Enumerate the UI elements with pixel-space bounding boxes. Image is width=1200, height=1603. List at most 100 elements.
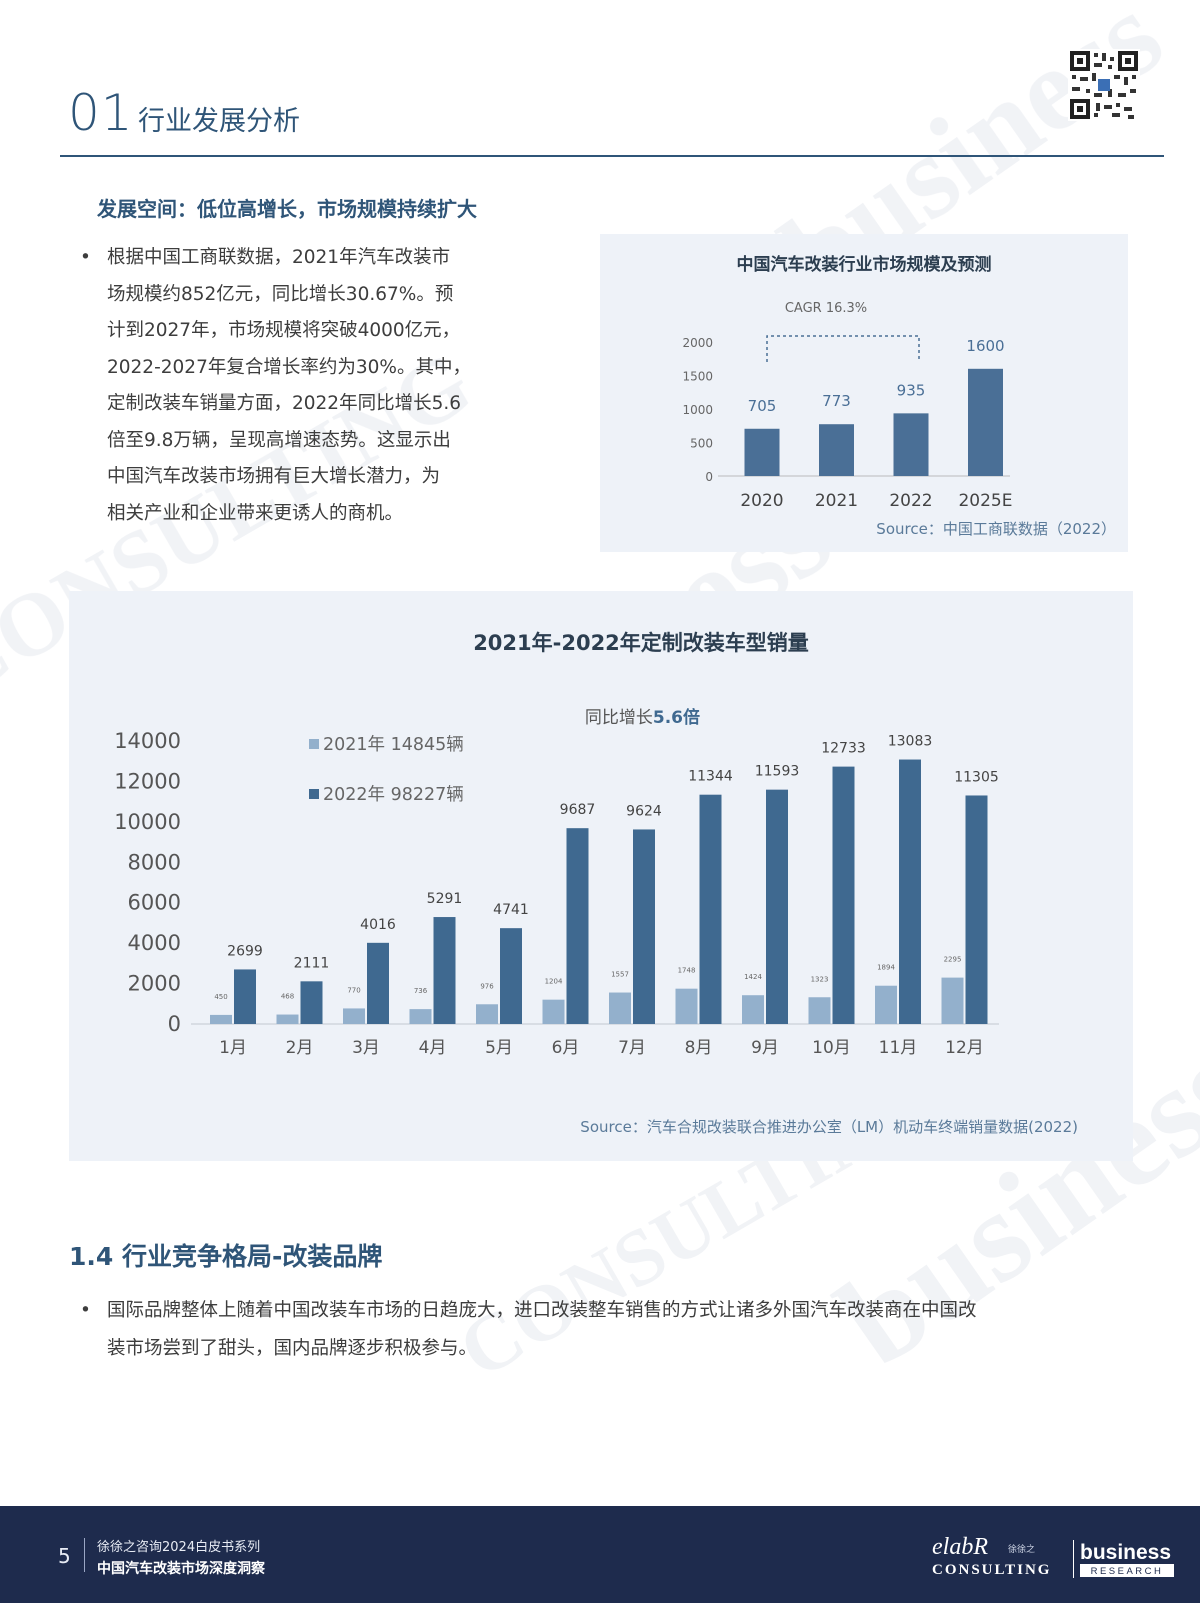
- x-tick-label: 4月: [419, 1038, 447, 1058]
- y-tick-label: 0: [168, 1012, 181, 1036]
- bar-2022: [500, 928, 522, 1024]
- bar-2022: [832, 766, 855, 1024]
- bar-2021: [675, 988, 698, 1024]
- bar-2022: [766, 789, 788, 1024]
- y-tick-label: 2000: [128, 972, 181, 996]
- bar-value-label-2022: 11593: [755, 764, 800, 780]
- paragraph-line: 国际品牌整体上随着中国改装车市场的日趋庞大，进口改装整车销售的方式让诸多外国汽车…: [107, 1300, 977, 1321]
- bar-2022: [433, 917, 456, 1024]
- x-tick-label: 6月: [552, 1038, 580, 1058]
- bar-value-label-2022: 2699: [227, 943, 263, 959]
- bar-value-label-2022: 2111: [294, 955, 330, 971]
- y-tick-label: 12000: [114, 769, 181, 793]
- legend-label-2022: 2022年 98227辆: [323, 785, 464, 805]
- y-tick-label: 1000: [682, 403, 713, 417]
- bar-value-label-2021: 1204: [545, 978, 563, 986]
- x-tick-label: 12月: [945, 1038, 984, 1058]
- x-tick-label: 2025E: [958, 491, 1012, 511]
- bar-2022: [699, 794, 722, 1024]
- chart-title: 2021年-2022年定制改装车型销量: [473, 631, 809, 655]
- x-tick-label: 3月: [352, 1038, 380, 1058]
- section-subtitle: 发展空间：低位高增长，市场规模持续扩大: [97, 197, 477, 221]
- bullet-icon: •: [80, 1300, 91, 1321]
- bar-2021: [409, 1009, 432, 1024]
- brand-logo: elabR 徐徐之 CONSULTING business RESEARCH: [932, 1534, 1174, 1578]
- legend-swatch-2021: [309, 739, 319, 749]
- bar-value-label-2021: 2295: [944, 956, 962, 964]
- y-tick-label: 6000: [128, 891, 181, 915]
- bar-2022: [633, 829, 655, 1024]
- bar-value-label-2021: 1424: [744, 973, 762, 981]
- y-tick-label: 1500: [682, 370, 713, 384]
- x-tick-label: 9月: [751, 1038, 779, 1058]
- chart-title: 中国汽车改装行业市场规模及预测: [737, 254, 992, 275]
- legend-label-2021: 2021年 14845辆: [323, 735, 464, 755]
- cagr-bracket: [766, 335, 920, 362]
- x-tick-label: 8月: [685, 1038, 713, 1058]
- paragraph-line: 相关产业和企业带来更诱人的商机。: [107, 502, 404, 524]
- bar-value-label-2021: 1894: [877, 964, 895, 972]
- bar-2022: [899, 759, 921, 1024]
- bar-value-label-2022: 9687: [560, 802, 596, 818]
- x-tick-label: 10月: [812, 1038, 851, 1058]
- bar-2022: [234, 969, 256, 1024]
- logo-divider: [1073, 1540, 1074, 1578]
- footer-report-title: 中国汽车改装市场深度洞察: [97, 1561, 265, 1577]
- y-tick-label: 0: [705, 470, 713, 484]
- sales-volume-chart: 2021年-2022年定制改装车型销量 同比增长5.6倍 2021年 14845…: [114, 631, 1078, 1136]
- x-tick-label: 1月: [219, 1038, 247, 1058]
- bullet-paragraph: • 国际品牌整体上随着中国改装车市场的日趋庞大，进口改装整车销售的方式让诸多外国…: [80, 1292, 1090, 1368]
- bar: [819, 424, 854, 476]
- bar-value-label-2021: 1748: [678, 967, 696, 975]
- bar-2021: [343, 1008, 365, 1024]
- bar-value-label-2022: 5291: [427, 891, 463, 907]
- bar-value-label-2021: 976: [480, 982, 494, 990]
- footer-series: 徐徐之咨询2024白皮书系列: [97, 1540, 261, 1555]
- bar-value-label-2022: 13083: [888, 734, 933, 750]
- market-size-chart-card: 中国汽车改装行业市场规模及预测 CAGR 16.3% 0 500 1000 1500 2…: [600, 234, 1128, 552]
- growth-annotation: 同比增长5.6倍: [585, 707, 700, 728]
- sales-volume-chart-card: 2021年-2022年定制改装车型销量 同比增长5.6倍 2021年 14845…: [69, 591, 1133, 1161]
- y-tick-label: 14000: [114, 729, 181, 753]
- paragraph-line: 装市场尝到了甜头，国内品牌逐步积极参与。: [107, 1338, 478, 1359]
- logo-brand-bar: [1080, 1564, 1174, 1577]
- page-number: 5: [58, 1544, 71, 1568]
- bar-2021: [476, 1004, 498, 1024]
- bar-value-label: 1600: [966, 337, 1004, 355]
- paragraph-line: 中国汽车改装市场拥有巨大增长潜力，为: [107, 466, 441, 487]
- chart-legend: 2021年 14845辆 2022年 98227辆: [309, 735, 464, 805]
- bar-2022: [300, 981, 323, 1024]
- paragraph-line: 根据中国工商联数据，2021年汽车改装市: [107, 247, 451, 268]
- bar-value-label-2021: 770: [347, 986, 360, 994]
- bar-2022: [965, 795, 988, 1024]
- y-tick-label: 2000: [682, 336, 713, 350]
- x-tick-label: 5月: [485, 1038, 513, 1058]
- logo-script: elabR: [932, 1534, 988, 1560]
- x-tick-label: 2020: [740, 491, 783, 511]
- bar: [968, 368, 1003, 476]
- bar-2021: [742, 995, 764, 1024]
- x-tick-label: 11月: [879, 1038, 918, 1058]
- bar-value-label-2021: 1557: [611, 971, 629, 979]
- y-tick-label: 10000: [114, 810, 181, 834]
- bar-value-label-2022: 9624: [626, 803, 662, 819]
- paragraph-line: 定制改装车销量方面，2022年同比增长5.6: [107, 393, 462, 414]
- logo-cn: 徐徐之: [1008, 1543, 1035, 1555]
- qr-code-icon: [1068, 49, 1140, 121]
- x-tick-label: 2月: [286, 1038, 314, 1058]
- bar-2021: [210, 1014, 232, 1024]
- bar-value-label: 935: [897, 381, 926, 399]
- bar-value-label-2022: 11344: [688, 769, 733, 785]
- paragraph-line: 倍至9.8万辆，呈现高增速态势。这显示出: [107, 429, 451, 451]
- bar-2022: [566, 828, 589, 1024]
- bar-2021: [808, 997, 831, 1024]
- bar-value-label-2021: 468: [281, 993, 294, 1001]
- bullet-paragraph: • 根据中国工商联数据，2021年汽车改装市 场规模约852亿元，同比增长30.…: [80, 240, 510, 532]
- logo-brand-sub: RESEARCH: [1091, 1566, 1164, 1577]
- bar-2021: [609, 992, 631, 1024]
- bar-2022: [367, 942, 389, 1024]
- footer-divider: [84, 1538, 85, 1572]
- footer: 5 徐徐之咨询2024白皮书系列 中国汽车改装市场深度洞察 elabR 徐徐之 …: [0, 1506, 1200, 1603]
- growth-annotation-prefix: 同比增长: [585, 708, 653, 728]
